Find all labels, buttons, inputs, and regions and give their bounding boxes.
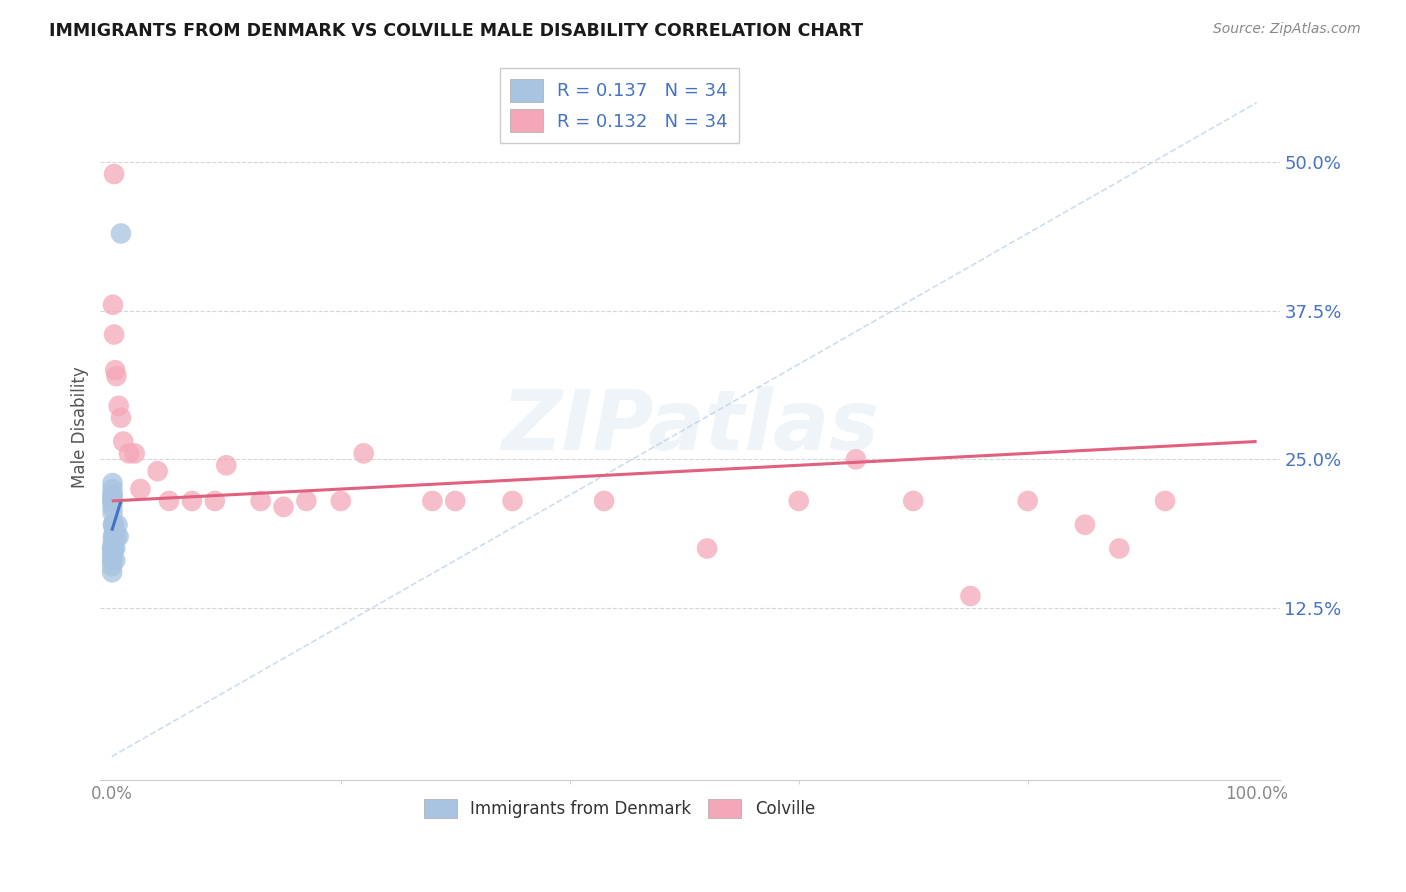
- Point: [101, 541, 124, 556]
- Point: [959, 589, 981, 603]
- Point: [295, 494, 318, 508]
- Y-axis label: Male Disability: Male Disability: [72, 366, 89, 488]
- Point: [101, 566, 124, 580]
- Point: [181, 494, 204, 508]
- Point: [110, 410, 132, 425]
- Point: [103, 524, 125, 538]
- Legend: Immigrants from Denmark, Colville: Immigrants from Denmark, Colville: [416, 792, 821, 825]
- Point: [593, 494, 616, 508]
- Point: [103, 327, 125, 342]
- Point: [101, 494, 124, 508]
- Point: [502, 494, 524, 508]
- Point: [104, 363, 127, 377]
- Point: [124, 446, 146, 460]
- Point: [215, 458, 238, 473]
- Point: [110, 227, 132, 241]
- Text: Source: ZipAtlas.com: Source: ZipAtlas.com: [1213, 22, 1361, 37]
- Point: [101, 517, 124, 532]
- Point: [1108, 541, 1130, 556]
- Point: [103, 535, 125, 549]
- Point: [101, 517, 124, 532]
- Point: [1017, 494, 1039, 508]
- Point: [101, 530, 124, 544]
- Point: [444, 494, 467, 508]
- Point: [787, 494, 810, 508]
- Point: [353, 446, 375, 460]
- Point: [101, 500, 124, 514]
- Point: [101, 535, 124, 549]
- Point: [103, 541, 125, 556]
- Point: [101, 488, 124, 502]
- Text: ZIPatlas: ZIPatlas: [501, 386, 879, 467]
- Text: IMMIGRANTS FROM DENMARK VS COLVILLE MALE DISABILITY CORRELATION CHART: IMMIGRANTS FROM DENMARK VS COLVILLE MALE…: [49, 22, 863, 40]
- Point: [101, 548, 124, 562]
- Point: [105, 369, 128, 384]
- Point: [101, 559, 124, 574]
- Point: [146, 464, 169, 478]
- Point: [1074, 517, 1097, 532]
- Point: [101, 476, 124, 491]
- Point: [103, 167, 125, 181]
- Point: [696, 541, 718, 556]
- Point: [273, 500, 295, 514]
- Point: [129, 482, 152, 496]
- Point: [157, 494, 180, 508]
- Point: [101, 506, 124, 520]
- Point: [107, 517, 129, 532]
- Point: [103, 530, 125, 544]
- Point: [104, 541, 127, 556]
- Point: [204, 494, 226, 508]
- Point: [103, 541, 125, 556]
- Point: [101, 541, 124, 556]
- Point: [101, 548, 124, 562]
- Point: [1154, 494, 1177, 508]
- Point: [105, 530, 128, 544]
- Point: [101, 541, 124, 556]
- Point: [101, 488, 124, 502]
- Point: [101, 494, 124, 508]
- Point: [101, 553, 124, 567]
- Point: [112, 434, 135, 449]
- Point: [249, 494, 271, 508]
- Point: [101, 482, 124, 496]
- Point: [107, 399, 129, 413]
- Point: [845, 452, 868, 467]
- Point: [107, 530, 129, 544]
- Point: [101, 298, 124, 312]
- Point: [103, 517, 125, 532]
- Point: [118, 446, 141, 460]
- Point: [422, 494, 444, 508]
- Point: [104, 553, 127, 567]
- Point: [101, 494, 124, 508]
- Point: [329, 494, 352, 508]
- Point: [101, 553, 124, 567]
- Point: [903, 494, 925, 508]
